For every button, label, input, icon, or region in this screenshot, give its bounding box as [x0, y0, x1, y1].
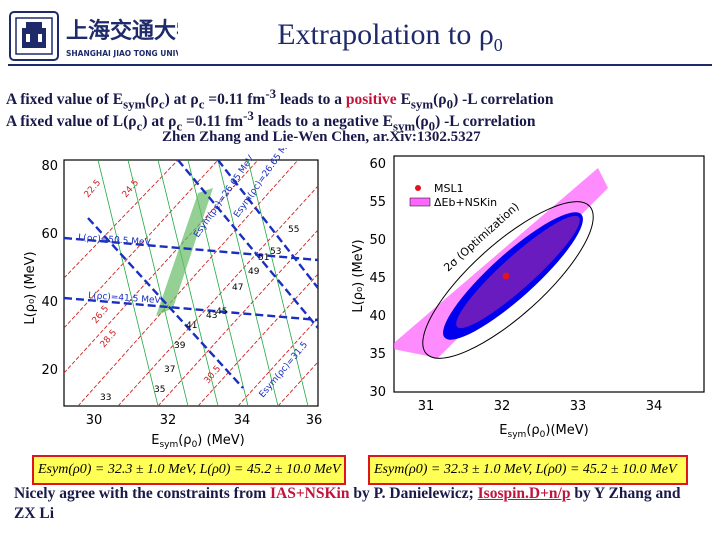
outline-ellipse [422, 201, 594, 359]
logo-name-en: SHANGHAI JIAO TONG UNIVERSITY [66, 49, 178, 58]
grid-label-41: 41 [186, 321, 197, 331]
grid-label-53: 53 [270, 247, 281, 257]
university-logo: 上海交通大学 SHANGHAI JIAO TONG UNIVERSITY [9, 11, 178, 61]
right-xtick-0: 31 [418, 399, 435, 414]
left-xtick-3: 36 [306, 413, 323, 428]
right-xlabel: Esym(ρ0)(MeV) [499, 423, 588, 440]
grid-label-43: 43 [206, 311, 217, 321]
citation: Zhen Zhang and Lie-Wen Chen, ar.Xiv:1302… [162, 129, 481, 145]
left-xtick-2: 34 [234, 413, 251, 428]
grid-label-55: 55 [288, 225, 299, 235]
right-ytick-0: 30 [369, 385, 386, 400]
conclusion-text: Nicely agree with the constraints from I… [14, 485, 681, 522]
right-xtick-3: 34 [646, 399, 663, 414]
logo-name-cn: 上海交通大学 [66, 18, 178, 44]
legend-msl1: MSL1 [434, 182, 464, 195]
left-ytick-1: 40 [41, 295, 58, 310]
msl1-point [502, 272, 510, 280]
right-ytick-2: 40 [369, 309, 386, 324]
left-plot: L(ρc)=50.5 MeV L(ρc)=41.5 MeV Esym(ρc)=2… [23, 148, 323, 450]
legend-nskin: ΔEb+NSKin [434, 196, 497, 209]
grid-label-37: 37 [164, 365, 175, 375]
legend-nskin-swatch [409, 197, 431, 207]
left-ytick-2: 60 [41, 227, 58, 242]
right-plot-frame [393, 155, 705, 393]
formula-box-left: Esym(ρ0) = 32.3 ± 1.0 MeV, L(ρ0) = 45.2 … [32, 455, 346, 485]
left-xtick-0: 30 [86, 413, 103, 428]
grid-label-51: 51 [258, 253, 269, 263]
left-ytick-3: 80 [41, 159, 58, 174]
ias-nskin-highlight: IAS+NSKin [270, 485, 350, 502]
grid-label-35: 35 [154, 385, 165, 395]
page-title: Extrapolation to ρ0 [277, 18, 503, 55]
right-ytick-6: 60 [369, 157, 386, 172]
right-ytick-5: 55 [369, 195, 386, 210]
positive-keyword: positive [345, 91, 397, 109]
statement-line-1: A fixed value of Esym(ρc) at ρc =0.11 fm… [6, 86, 554, 112]
negative-keyword: negative [323, 113, 379, 131]
formula-box-right: Esym(ρ0) = 32.3 ± 1.0 MeV, L(ρ0) = 45.2 … [368, 455, 688, 485]
left-xtick-1: 32 [160, 413, 177, 428]
left-green-band [156, 188, 213, 316]
grid-label-49: 49 [248, 267, 260, 277]
right-ylabel: L(ρ₀) (MeV) [351, 239, 366, 312]
right-xtick-1: 32 [494, 399, 511, 414]
left-green-lines [97, 160, 309, 406]
left-xlabel: Esym(ρ0) (MeV) [151, 433, 245, 450]
grid-label-45: 45 [216, 307, 227, 317]
legend-msl1-marker [415, 185, 421, 191]
right-xtick-2: 33 [570, 399, 587, 414]
right-ytick-3: 45 [369, 271, 386, 286]
grid-label-39: 39 [174, 341, 186, 351]
isospin-highlight: Isospin.D+n/p [477, 485, 571, 502]
title-divider [8, 64, 712, 66]
right-legend: MSL1 ΔEb+NSKin [409, 182, 497, 209]
grid-label-47: 47 [232, 283, 243, 293]
right-ytick-1: 35 [369, 347, 386, 362]
university-emblem-icon [9, 11, 59, 61]
right-plot: MSL1 ΔEb+NSKin 2σ (Optimization) 31 32 3… [351, 155, 705, 440]
grid-label-33: 33 [100, 393, 111, 403]
purple-ellipse [456, 215, 580, 329]
right-ytick-4: 50 [369, 233, 386, 248]
left-ylabel: L(ρ₀) (MeV) [23, 251, 38, 324]
left-ytick-0: 20 [41, 363, 58, 378]
statement-line-2: A fixed value of L(ρc) at ρc =0.11 fm-3 … [6, 108, 536, 134]
left-blue-dashed [64, 160, 318, 389]
